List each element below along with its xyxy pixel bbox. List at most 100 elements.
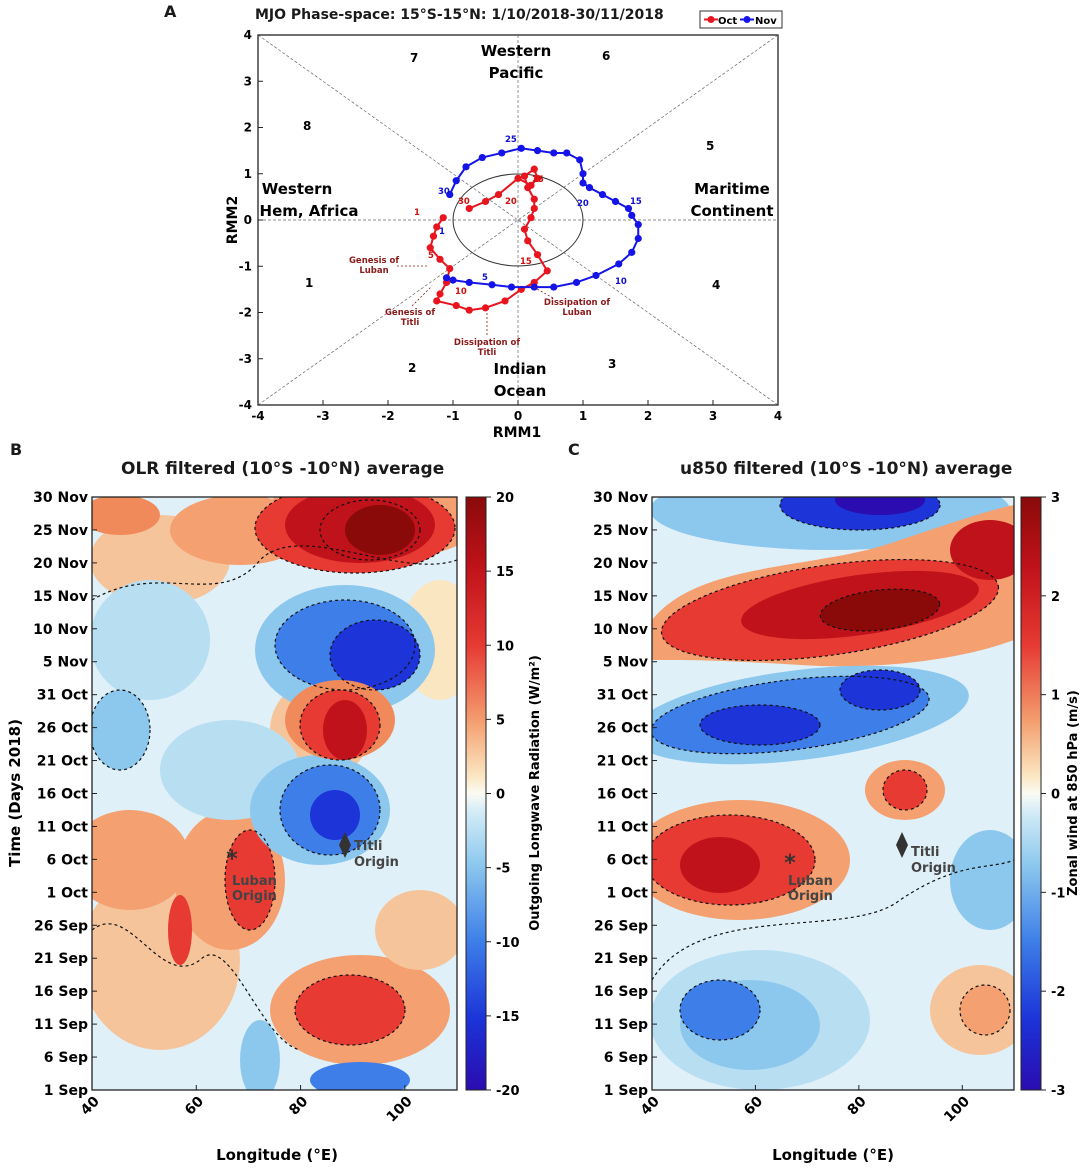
mjo-point-oct — [501, 297, 509, 305]
mjo-point-nov — [478, 153, 486, 162]
date-tick-label: 21 Oct — [597, 754, 649, 770]
date-tick-label: 1 Oct — [46, 885, 88, 901]
u850-origin-labels: Luban Origin Titli Origin — [788, 845, 956, 904]
phase-8: 8 — [303, 119, 311, 133]
mjo-point-nov — [615, 260, 623, 268]
mjo-ytick-label: 2 — [244, 121, 252, 135]
date-tick-label: 31 Oct — [597, 688, 649, 704]
olr-titli-2: Origin — [354, 855, 399, 870]
mjo-xtick-label: -3 — [316, 409, 329, 423]
u850-titli-marker — [896, 832, 908, 858]
mjo-point-oct — [530, 195, 538, 203]
mjo-point-nov — [465, 278, 473, 287]
region-wh-1: Western — [262, 180, 333, 198]
mjo-ytick-label: 3 — [244, 74, 252, 88]
mjo-xtick-label: 2 — [644, 409, 652, 423]
mjo-xtick-label: 1 — [579, 409, 587, 423]
date-tick-label: 10 Nov — [593, 622, 648, 638]
region-mc-2: Continent — [690, 202, 773, 220]
nov-day-30: 30 — [438, 187, 450, 197]
mjo-point-nov — [550, 283, 558, 291]
mjo-xtick-label: -1 — [446, 409, 459, 423]
date-tick-label: 10 Nov — [33, 622, 88, 638]
mjo-ytick-label: 4 — [244, 28, 252, 42]
colorbar-tick-label: 3 — [1051, 491, 1060, 506]
mjo-point-nov — [462, 163, 470, 171]
date-tick-label: 11 Oct — [37, 819, 89, 835]
phase-3: 3 — [608, 357, 616, 371]
mjo-point-oct — [481, 304, 490, 312]
date-tick-label: 5 Nov — [43, 655, 88, 671]
mjo-point-nov — [442, 274, 451, 282]
mjo-xtick-label: 4 — [774, 409, 782, 423]
mjo-point-nov — [550, 149, 558, 157]
u850-xlabel: Longitude (°E) — [772, 1146, 894, 1164]
oct-day-15: 15 — [520, 257, 532, 267]
mjo-point-oct — [436, 290, 444, 298]
dissipation-luban-2: Luban — [562, 308, 591, 318]
date-tick-label: 6 Oct — [606, 852, 648, 868]
phase-1: 1 — [305, 276, 313, 290]
mjo-point-nov — [628, 248, 636, 256]
mjo-xtick-label: -2 — [381, 409, 394, 423]
colorbar-tick-label: -5 — [496, 862, 510, 877]
colorbar-tick-label: 10 — [496, 639, 514, 654]
date-tick-label: 1 Sep — [44, 1083, 88, 1099]
mjo-point-oct — [429, 232, 438, 240]
date-tick-label: 20 Nov — [33, 556, 88, 572]
nov-day-1: 1 — [439, 227, 445, 237]
mjo-point-oct — [481, 197, 490, 206]
date-tick-label: 5 Nov — [603, 655, 648, 671]
date-tick-label: 16 Sep — [594, 984, 648, 1000]
date-tick-label: 31 Oct — [37, 688, 89, 704]
colorbar-tick-label: 0 — [1051, 788, 1060, 803]
oct-day-25: 25 — [532, 175, 544, 185]
date-tick-label: 11 Sep — [34, 1017, 88, 1033]
genesis-titli-1: Genesis of — [385, 308, 435, 318]
legend-nov-marker — [743, 16, 751, 23]
mjo-ytick-label: -2 — [239, 306, 252, 320]
date-tick-label: 6 Sep — [604, 1050, 648, 1066]
date-tick-label: 16 Sep — [34, 984, 88, 1000]
date-tick-label: 1 Sep — [604, 1083, 648, 1099]
mjo-point-nov — [452, 177, 460, 185]
legend-nov-label: Nov — [755, 16, 777, 27]
mjo-point-oct — [527, 214, 535, 222]
olr-titli-marker — [339, 832, 351, 858]
oct-day-20: 20 — [505, 197, 517, 207]
olr-colorbar-label: Outgoing Longwave Radiation (W/m²) — [528, 655, 543, 931]
olr-xlabel: Longitude (°E) — [216, 1146, 338, 1164]
mjo-ylabel: RMM2 — [225, 196, 241, 244]
colorbar-tick-label: -20 — [496, 1084, 520, 1099]
region-wp-1: Western — [481, 42, 552, 60]
date-tick-label: 15 Nov — [593, 589, 648, 605]
mjo-ytick-label: -3 — [239, 352, 252, 366]
mjo-point-nov — [533, 147, 542, 155]
mjo-point-oct — [514, 174, 522, 182]
olr-titli-1: Titli — [354, 839, 382, 854]
panel-a-title: MJO Phase-space: 15°S-15°N: 1/10/2018-30… — [255, 7, 664, 23]
mjo-point-oct — [433, 223, 441, 231]
mjo-ytick-label: -1 — [239, 259, 252, 273]
date-tick-label: 11 Sep — [594, 1017, 648, 1033]
u850-colorbar — [1020, 496, 1042, 1091]
date-tick-label: 26 Sep — [34, 918, 88, 934]
mjo-point-oct — [533, 251, 542, 259]
olr-origin-labels: Luban Origin Titli Origin — [232, 839, 399, 904]
mjo-point-oct — [465, 306, 473, 314]
mjo-point-oct — [452, 301, 460, 310]
colorbar-tick-label: 5 — [496, 713, 505, 728]
u850-colorbar-ticks: 3 2 1 0 -1 -2 -3 — [1041, 491, 1065, 1099]
date-tick-label: 26 Oct — [37, 721, 89, 737]
olr-colorbar-ticks: 20 15 10 5 0 -5 -10 -15 -20 — [486, 491, 520, 1099]
mjo-plot-area — [257, 34, 779, 406]
mjo-region-labels: Western Pacific Indian Ocean Maritime Co… — [260, 42, 774, 400]
mjo-point-oct — [465, 204, 473, 213]
u850-luban-2: Origin — [788, 889, 833, 904]
mjo-point-oct — [426, 244, 434, 252]
lon-tick-label: 100 — [384, 1093, 416, 1125]
mjo-point-nov — [572, 278, 581, 287]
nov-day-15: 15 — [630, 197, 642, 207]
olr-luban-1: Luban — [232, 874, 277, 889]
mjo-point-nov — [579, 179, 587, 187]
